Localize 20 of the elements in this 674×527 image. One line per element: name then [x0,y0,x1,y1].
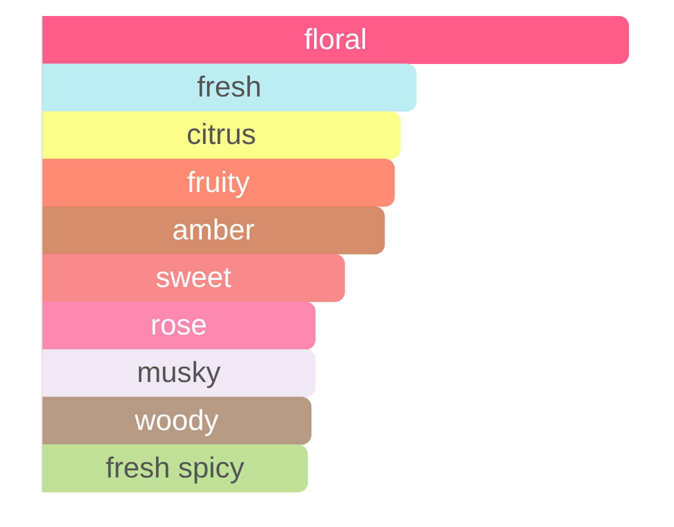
bar [42,444,308,492]
bar [42,16,629,64]
bar [42,158,395,207]
y-tick-label: floral [304,24,367,56]
bar [42,64,417,112]
y-tick-label: woody [134,404,220,437]
bar [42,396,312,445]
bar [42,254,345,302]
y-tick-label: musky [136,357,222,390]
y-tick-label: citrus [186,119,256,152]
y-tick-label: sweet [156,262,232,294]
y-tick-label: rose [150,310,207,342]
y-tick-label: fresh spicy [106,452,245,484]
bar [42,111,401,160]
y-tick-label: amber [172,214,255,246]
bar [42,206,385,254]
bar [42,349,316,398]
y-tick-label: fruity [186,166,250,199]
bar [42,302,316,350]
y-tick-label: fresh [197,72,262,104]
